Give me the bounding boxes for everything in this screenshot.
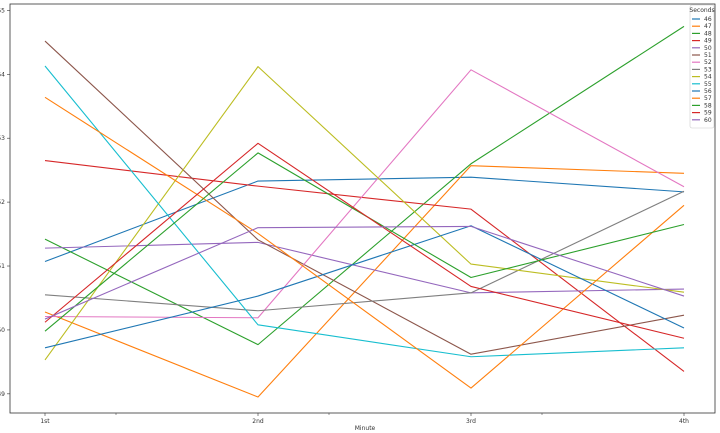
- legend-label-60: 60: [704, 117, 712, 124]
- series-line-54: [44, 66, 685, 361]
- series-line-55: [44, 65, 685, 358]
- plot-area: [9, 3, 716, 414]
- y-tick-label: 54: [0, 71, 5, 78]
- x-tick-label: 1st: [40, 418, 50, 425]
- legend-label-46: 46: [704, 16, 712, 23]
- series-lines: [44, 25, 685, 398]
- x-axis: 1st 2nd 3rd 4th: [40, 413, 689, 425]
- series-line-52: [44, 69, 685, 319]
- legend-label-47: 47: [704, 23, 712, 30]
- series-line-60: [44, 225, 685, 320]
- series-line-50: [44, 241, 685, 294]
- series-line-53: [44, 190, 685, 312]
- y-axis: 49 50 51 52 53 54 55: [0, 7, 10, 398]
- y-tick-label: 55: [0, 7, 5, 14]
- legend-label-59: 59: [704, 110, 712, 117]
- x-tick-label: 2nd: [252, 418, 264, 425]
- series-line-48: [44, 25, 685, 346]
- x-tick-label: 3rd: [466, 418, 476, 425]
- x-axis-title: Minute: [355, 425, 376, 432]
- legend-label-58: 58: [704, 102, 712, 109]
- legend-label-51: 51: [704, 52, 712, 59]
- series-line-51: [44, 40, 685, 355]
- legend-label-48: 48: [704, 30, 712, 37]
- y-tick-label: 50: [0, 327, 5, 334]
- legend-label-49: 49: [704, 38, 712, 45]
- y-tick-label: 52: [0, 199, 5, 206]
- legend-label-50: 50: [704, 45, 712, 52]
- series-line-46: [44, 176, 685, 263]
- x-tick-label: 4th: [679, 418, 689, 425]
- series-line-57: [44, 96, 685, 389]
- series-line-59: [44, 142, 685, 339]
- legend-title: Seconds: [689, 7, 714, 14]
- legend-label-53: 53: [704, 66, 712, 73]
- legend-label-57: 57: [704, 95, 712, 102]
- series-line-47: [44, 165, 685, 398]
- legend-box: [689, 4, 715, 129]
- legend-label-54: 54: [704, 74, 712, 81]
- legend-label-52: 52: [704, 59, 712, 66]
- y-tick-label: 53: [0, 135, 5, 142]
- legend-label-56: 56: [704, 88, 712, 95]
- series-line-56: [44, 225, 685, 349]
- series-line-49: [44, 160, 685, 372]
- legend-label-55: 55: [704, 81, 712, 88]
- y-tick-label: 49: [0, 391, 5, 398]
- y-tick-label: 51: [0, 263, 5, 270]
